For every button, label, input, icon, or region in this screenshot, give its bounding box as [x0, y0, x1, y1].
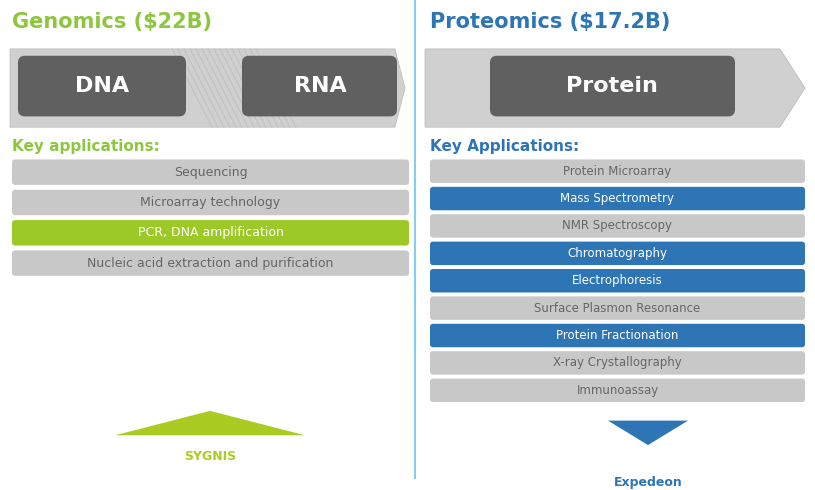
FancyBboxPatch shape: [18, 56, 186, 117]
Text: Expedeon: Expedeon: [614, 476, 682, 490]
FancyBboxPatch shape: [490, 56, 735, 117]
FancyBboxPatch shape: [242, 56, 397, 117]
Polygon shape: [425, 49, 805, 127]
Text: Immunoassay: Immunoassay: [576, 384, 659, 397]
FancyBboxPatch shape: [430, 214, 805, 238]
Polygon shape: [115, 411, 305, 435]
FancyBboxPatch shape: [12, 190, 409, 215]
Text: Protein: Protein: [566, 76, 658, 96]
FancyBboxPatch shape: [12, 250, 409, 276]
Text: SYGNIS: SYGNIS: [184, 450, 236, 463]
Polygon shape: [608, 420, 688, 445]
Text: Chromatography: Chromatography: [567, 247, 667, 260]
Text: X-ray Crystallography: X-ray Crystallography: [553, 356, 682, 369]
FancyBboxPatch shape: [430, 351, 805, 375]
FancyBboxPatch shape: [12, 159, 409, 185]
Text: DNA: DNA: [75, 76, 129, 96]
Text: Genomics ($22B): Genomics ($22B): [12, 12, 212, 32]
Polygon shape: [10, 49, 405, 127]
Text: Key applications:: Key applications:: [12, 139, 160, 154]
FancyBboxPatch shape: [430, 269, 805, 293]
Text: Microarray technology: Microarray technology: [140, 196, 280, 209]
Text: Protein Microarray: Protein Microarray: [563, 165, 672, 178]
Text: Sequencing: Sequencing: [174, 166, 247, 179]
FancyBboxPatch shape: [430, 187, 805, 210]
Text: Nucleic acid extraction and purification: Nucleic acid extraction and purification: [87, 257, 333, 270]
FancyBboxPatch shape: [430, 324, 805, 347]
Text: Electrophoresis: Electrophoresis: [572, 274, 663, 287]
Text: Proteomics ($17.2B): Proteomics ($17.2B): [430, 12, 671, 32]
Text: RNA: RNA: [293, 76, 346, 96]
FancyBboxPatch shape: [430, 296, 805, 320]
Text: PCR, DNA amplification: PCR, DNA amplification: [138, 226, 284, 239]
Text: NMR Spectroscopy: NMR Spectroscopy: [562, 220, 672, 232]
FancyBboxPatch shape: [430, 242, 805, 265]
Text: Protein Fractionation: Protein Fractionation: [557, 329, 679, 342]
FancyBboxPatch shape: [430, 159, 805, 183]
FancyBboxPatch shape: [430, 379, 805, 402]
FancyBboxPatch shape: [12, 220, 409, 245]
Text: Mass Spectrometry: Mass Spectrometry: [561, 192, 675, 205]
Text: Surface Plasmon Resonance: Surface Plasmon Resonance: [535, 302, 701, 315]
Text: Key Applications:: Key Applications:: [430, 139, 579, 154]
